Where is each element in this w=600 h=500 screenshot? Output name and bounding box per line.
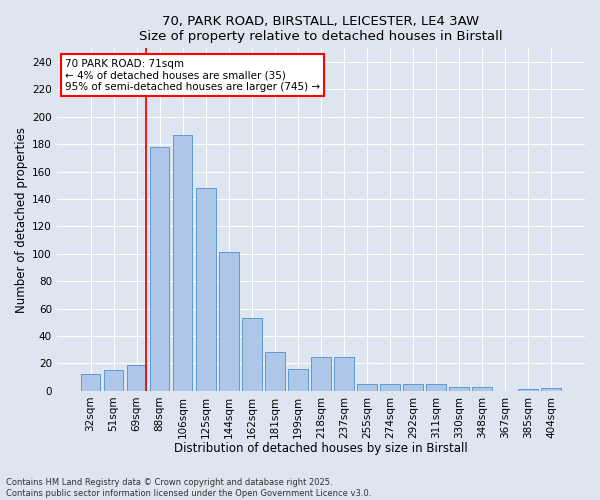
Bar	[518, 390, 538, 391]
Bar	[150, 147, 169, 391]
Bar	[219, 252, 239, 391]
Bar	[127, 365, 146, 391]
Y-axis label: Number of detached properties: Number of detached properties	[15, 126, 28, 312]
Bar	[196, 188, 215, 391]
Bar	[541, 388, 561, 391]
Text: Contains HM Land Registry data © Crown copyright and database right 2025.
Contai: Contains HM Land Registry data © Crown c…	[6, 478, 371, 498]
Bar	[334, 356, 354, 391]
Bar	[472, 386, 492, 391]
Bar	[242, 318, 262, 391]
X-axis label: Distribution of detached houses by size in Birstall: Distribution of detached houses by size …	[174, 442, 468, 455]
Bar	[357, 384, 377, 391]
Bar	[265, 352, 284, 391]
Bar	[288, 369, 308, 391]
Bar	[81, 374, 100, 391]
Bar	[380, 384, 400, 391]
Bar	[173, 134, 193, 391]
Bar	[403, 384, 423, 391]
Bar	[449, 386, 469, 391]
Bar	[426, 384, 446, 391]
Title: 70, PARK ROAD, BIRSTALL, LEICESTER, LE4 3AW
Size of property relative to detache: 70, PARK ROAD, BIRSTALL, LEICESTER, LE4 …	[139, 15, 503, 43]
Bar	[104, 370, 124, 391]
Bar	[311, 356, 331, 391]
Text: 70 PARK ROAD: 71sqm
← 4% of detached houses are smaller (35)
95% of semi-detache: 70 PARK ROAD: 71sqm ← 4% of detached hou…	[65, 58, 320, 92]
